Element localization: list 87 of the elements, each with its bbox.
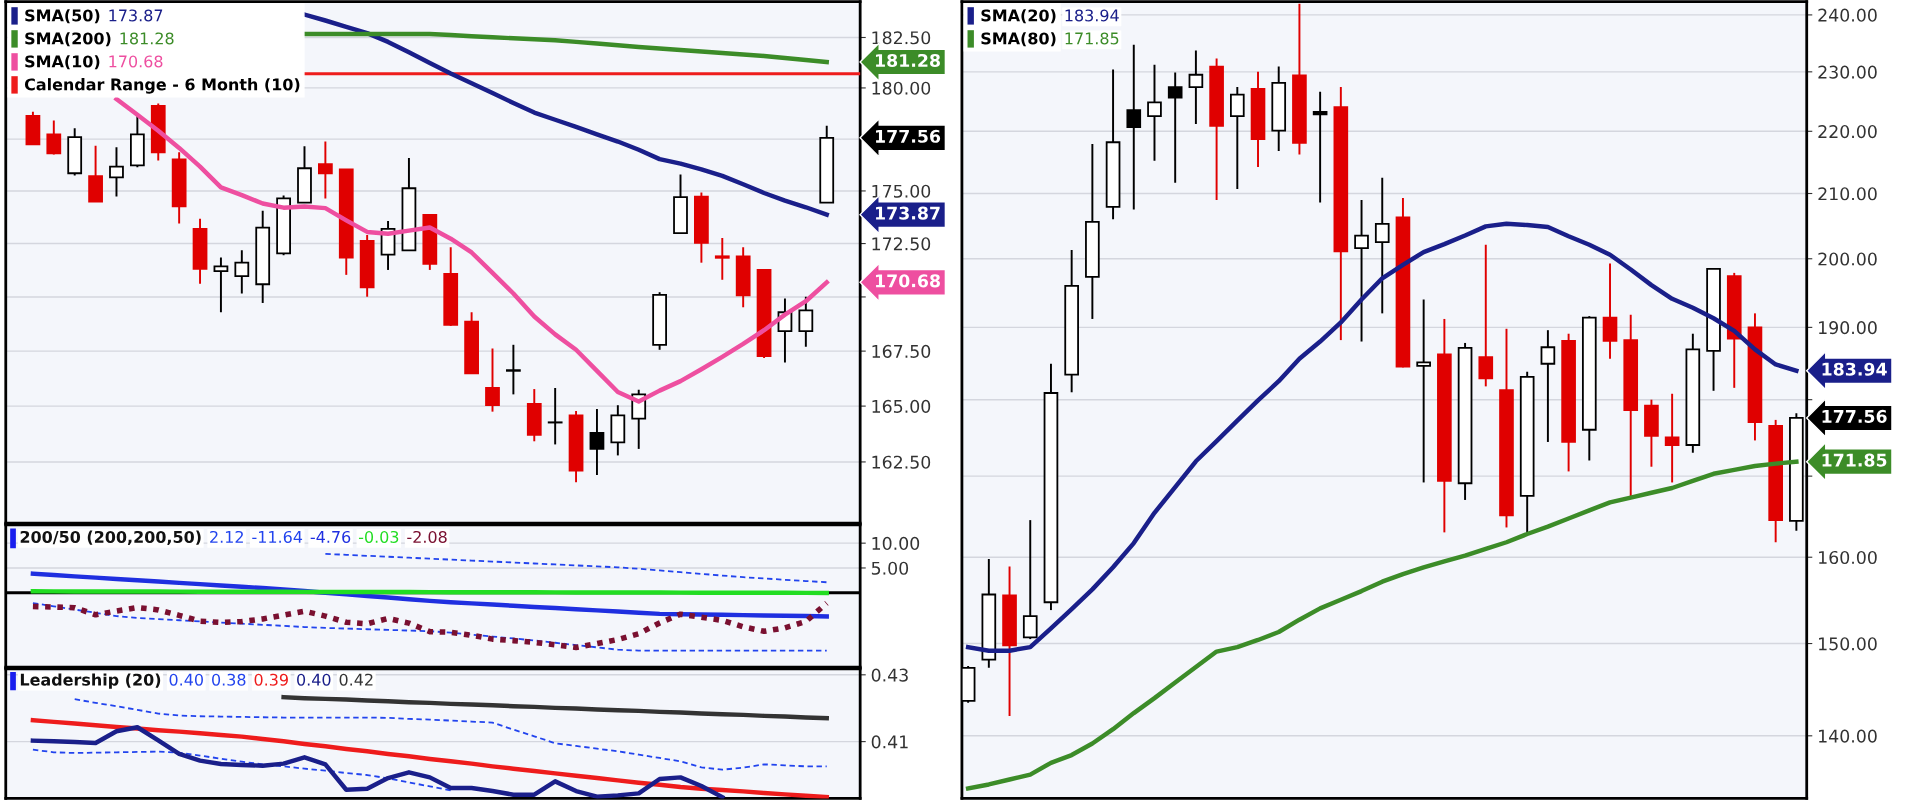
- annotation: 0.40: [297, 673, 331, 686]
- candlestick: [1167, 71, 1183, 184]
- text: 171.85: [1822, 453, 1887, 467]
- annotation: -2.08: [407, 530, 447, 543]
- candlestick: [1126, 43, 1142, 211]
- line-series: [73, 698, 828, 771]
- annotation: 0.39: [254, 673, 288, 686]
- annotation: 0.40: [169, 673, 203, 686]
- y-tick-label: 200.00: [1818, 252, 1877, 266]
- y-tick-label: 140.00: [1819, 729, 1877, 743]
- y-tick-label: 240.00: [1818, 8, 1877, 22]
- annotation: -11.64: [252, 530, 303, 543]
- line-series: [324, 552, 828, 584]
- y-tick-label: 5.00: [871, 561, 909, 575]
- text: 177.56: [1822, 409, 1887, 423]
- y-tick-label: 162.50: [872, 455, 931, 469]
- chart-title: 200/50 (200,200,50): [20, 530, 201, 545]
- text: 181.28: [876, 53, 940, 68]
- text: 177.56: [876, 129, 941, 143]
- ref-line-label: Calendar Range - 6 Month (10): [24, 78, 300, 94]
- candlestick: [714, 237, 730, 281]
- y-tick-label: 167.50: [872, 344, 931, 358]
- candlestick: [547, 387, 563, 446]
- candlestick: [485, 347, 500, 413]
- annotation: 0.38: [212, 673, 246, 686]
- candlestick: [506, 343, 521, 396]
- candlestick: [1540, 329, 1556, 443]
- annotation: 171.85: [1065, 32, 1119, 45]
- candlestick: [109, 146, 124, 198]
- y-tick-label: 190.00: [1819, 321, 1877, 335]
- y-tick-label: 175.00: [872, 184, 931, 198]
- y-tick-label: 150.00: [1819, 637, 1877, 651]
- legend-label: SMA(50): [25, 9, 100, 24]
- legend-label: SMA(10): [25, 55, 100, 70]
- annotation: 170.68: [109, 55, 163, 68]
- candlestick: [1147, 63, 1162, 162]
- candlestick: [1022, 519, 1038, 641]
- candlestick: [213, 256, 229, 314]
- line-series: [32, 748, 452, 792]
- candlestick: [1374, 176, 1390, 315]
- annotation: -0.03: [358, 530, 399, 543]
- y-tick-label: 165.00: [872, 399, 931, 413]
- y-tick-label: 220.00: [1818, 125, 1877, 139]
- y-tick-label: 180.00: [872, 81, 931, 95]
- candlestick: [1229, 86, 1245, 191]
- legend-label: SMA(200): [25, 32, 111, 47]
- y-tick-label: 160.00: [1819, 550, 1877, 565]
- candlestick: [1188, 49, 1204, 125]
- annotation: 181.28: [120, 32, 174, 45]
- line-series: [114, 96, 829, 404]
- candlestick: [589, 408, 605, 476]
- annotation: 2.12: [210, 530, 243, 543]
- y-tick-label: 0.41: [871, 735, 908, 749]
- text: 170.68: [876, 274, 940, 288]
- annotation: 0.42: [339, 673, 373, 686]
- y-tick-label: 0.43: [871, 668, 908, 682]
- line-series: [302, 12, 829, 217]
- annotation: -4.76: [310, 530, 351, 543]
- y-tick-label: 230.00: [1818, 65, 1877, 79]
- candlestick: [1664, 392, 1680, 484]
- y-tick-label: 210.00: [1818, 187, 1877, 201]
- line-series: [281, 694, 829, 721]
- candlestick: [234, 249, 250, 295]
- line-series: [30, 571, 829, 619]
- legend-label: SMA(80): [981, 32, 1056, 47]
- line-series: [30, 725, 725, 799]
- chart-title: Leadership (20): [20, 673, 161, 689]
- candlestick: [1416, 298, 1431, 484]
- candlestick: [46, 119, 62, 156]
- line-series: [30, 718, 829, 799]
- text: 183.94: [1822, 362, 1887, 376]
- y-tick-label: 10.00: [872, 536, 920, 550]
- candlestick: [1478, 243, 1494, 388]
- annotation: 173.87: [109, 9, 163, 22]
- line-series: [965, 221, 1799, 653]
- y-tick-label: 182.50: [872, 31, 931, 45]
- candlestick: [798, 295, 814, 348]
- line-series: [302, 31, 829, 65]
- candlestick: [317, 140, 333, 200]
- line-series: [965, 459, 1799, 791]
- candlestick: [1602, 262, 1618, 360]
- legend-label: SMA(20): [981, 9, 1056, 24]
- candlestick: [1312, 90, 1328, 204]
- text: 173.87: [876, 206, 940, 220]
- candlestick: [1354, 198, 1369, 343]
- annotation: 183.94: [1065, 9, 1119, 22]
- y-tick-label: 172.50: [872, 237, 931, 251]
